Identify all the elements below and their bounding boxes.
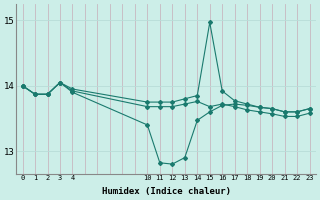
X-axis label: Humidex (Indice chaleur): Humidex (Indice chaleur) (101, 187, 231, 196)
